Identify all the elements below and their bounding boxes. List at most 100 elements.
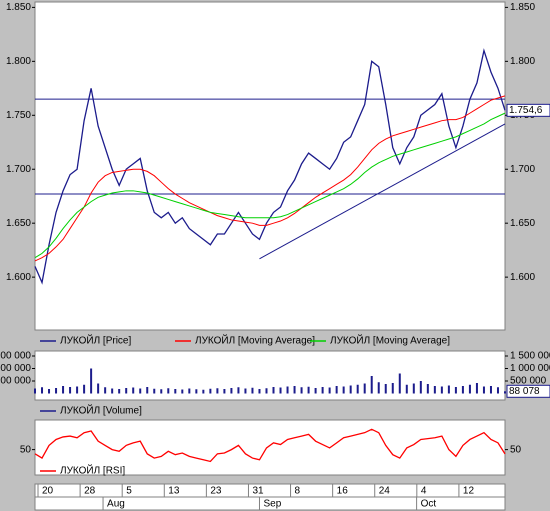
volume-bar — [34, 388, 36, 394]
x-tick-label: 8 — [295, 486, 301, 497]
volume-bar — [321, 387, 324, 394]
volume-bar — [188, 388, 191, 394]
series-line — [34, 428, 506, 463]
x-tick-label: 13 — [168, 486, 180, 497]
volume-bar — [265, 388, 268, 394]
volume-bar — [230, 388, 233, 394]
y-tick-label: 1 000 000 — [0, 363, 31, 374]
y-tick-label: 1.800 — [6, 56, 31, 67]
last-value-label: 88 078 — [509, 386, 540, 397]
y-tick-label: 1.600 — [6, 272, 31, 283]
volume-bar — [111, 388, 114, 394]
y-tick-label: 1.850 — [6, 2, 31, 13]
volume-bar — [496, 387, 499, 394]
month-label: Aug — [107, 499, 125, 510]
y-tick-label-right: 500 000 — [510, 376, 547, 387]
volume-bar — [286, 386, 289, 394]
y-tick-label-right: 1.850 — [510, 2, 535, 13]
rsi-panel — [34, 419, 506, 476]
volume-bar — [83, 384, 86, 394]
series-line — [34, 95, 506, 262]
y-tick-label: 1 500 000 — [0, 351, 31, 362]
volume-bar — [132, 387, 135, 394]
last-value-box — [506, 103, 550, 117]
volume-bar — [468, 384, 471, 394]
volume-bar — [174, 389, 177, 394]
x-tick-label: 5 — [126, 486, 132, 497]
y-tick-label-right: 1.700 — [510, 164, 535, 175]
volume-bar — [370, 376, 373, 394]
volume-bar — [48, 389, 51, 394]
volume-bar — [139, 388, 142, 394]
volume-bar — [216, 388, 219, 394]
volume-bar — [181, 389, 184, 394]
volume-bar — [167, 388, 170, 394]
volume-bar — [251, 387, 254, 394]
volume-bar — [258, 389, 261, 394]
volume-bar — [125, 388, 128, 394]
y-tick-label: 50 — [20, 444, 32, 455]
legend-label: ЛУКОЙЛ [Price] — [60, 334, 131, 347]
volume-bar — [293, 386, 296, 394]
volume-bar — [433, 386, 436, 394]
x-tick-label: 4 — [421, 486, 427, 497]
x-tick-label: 24 — [379, 486, 391, 497]
volume-bar — [398, 373, 401, 394]
volume-bar — [384, 384, 387, 394]
volume-bar — [195, 389, 198, 394]
volume-bar — [314, 388, 317, 394]
y-tick-label: 1.650 — [6, 218, 31, 229]
month-label: Sep — [263, 499, 281, 510]
volume-bar — [55, 388, 58, 394]
volume-bar — [223, 389, 226, 394]
y-tick-label-right: 1.650 — [510, 218, 535, 229]
volume-bar — [461, 386, 464, 394]
volume-bar — [244, 388, 247, 394]
legend-label: ЛУКОЙЛ [Volume] — [60, 404, 142, 417]
volume-bar — [160, 389, 163, 394]
x-tick-label: 12 — [463, 486, 475, 497]
volume-bar — [454, 387, 457, 394]
volume-bar — [41, 387, 44, 394]
y-tick-label: 500 000 — [0, 376, 31, 387]
volume-bar — [104, 387, 107, 394]
volume-bar — [475, 383, 478, 394]
volume-bar — [328, 387, 331, 394]
last-value-box — [506, 384, 550, 398]
y-tick-label-right: 1 000 000 — [510, 363, 550, 374]
volume-bar — [307, 386, 310, 394]
volume-bar — [146, 387, 149, 394]
volume-bar — [300, 387, 303, 394]
legend-label: ЛУКОЙЛ [RSI] — [60, 464, 125, 477]
volume-bar — [426, 384, 429, 394]
volume-bar — [202, 389, 205, 394]
volume-bar — [412, 383, 415, 394]
volume-bar — [69, 387, 72, 394]
volume-bar — [237, 387, 240, 394]
volume-bar — [62, 386, 65, 394]
month-label: Oct — [421, 499, 437, 510]
volume-bar — [342, 386, 345, 394]
y-tick-label-right: 1.800 — [510, 56, 535, 67]
volume-bar — [447, 385, 450, 394]
volume-bar — [482, 386, 485, 394]
volume-bar — [419, 381, 422, 394]
y-tick-label-right: 50 — [510, 444, 522, 455]
trend-line — [259, 123, 506, 260]
volume-bar — [440, 386, 443, 394]
y-tick-label-right: 1.600 — [510, 272, 535, 283]
last-value-label: 1.754,6 — [509, 105, 543, 116]
volume-bar — [391, 383, 394, 394]
x-tick-label: 31 — [252, 486, 264, 497]
volume-bar — [209, 388, 212, 394]
volume-bar — [504, 391, 506, 394]
volume-bar — [349, 385, 352, 394]
x-tick-label: 28 — [84, 486, 96, 497]
x-tick-label: 16 — [337, 486, 349, 497]
x-tick-label: 20 — [42, 486, 54, 497]
legend-label: ЛУКОЙЛ [Moving Average] — [195, 334, 315, 347]
volume-bar — [335, 386, 338, 394]
volume-bar — [405, 384, 408, 394]
price-panel — [34, 1, 506, 331]
